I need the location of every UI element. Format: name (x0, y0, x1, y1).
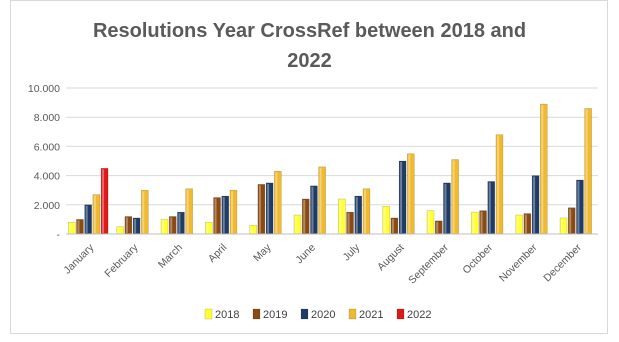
bar-highlight (444, 183, 447, 233)
bar-highlight (134, 218, 137, 233)
legend-label-2018: 2018 (215, 309, 239, 321)
legend-swatch-2020 (300, 308, 309, 320)
legend-label-2020: 2020 (311, 309, 335, 321)
bar-highlight (391, 218, 394, 233)
x-tick-label: February (102, 241, 141, 280)
bar-highlight (230, 191, 233, 233)
x-tick-label: November (497, 241, 540, 284)
bar-highlight (170, 217, 173, 233)
bar-highlight (102, 169, 105, 233)
bar-highlight (69, 223, 72, 233)
legend-label-2021: 2021 (359, 309, 383, 321)
y-tick-label: - (57, 229, 61, 241)
legend-label-2019: 2019 (263, 309, 287, 321)
chart-title-line-2: 2022 (287, 50, 332, 72)
chart-title-line-1: Resolutions Year CrossRef between 2018 a… (92, 20, 527, 42)
x-tick-label: April (206, 242, 229, 265)
bar-highlight (472, 213, 475, 233)
bar-highlight (363, 189, 366, 233)
bar-highlight (347, 213, 350, 233)
y-tick-label: 8.000 (34, 112, 60, 124)
legend-swatch-2018 (204, 308, 213, 320)
bar-highlight (77, 220, 80, 233)
bar-highlight (533, 176, 536, 233)
bar-highlight (206, 223, 209, 233)
bar-highlight (162, 220, 165, 233)
y-tick-label: 2.000 (34, 200, 60, 212)
bar-highlight (258, 185, 261, 233)
bar-highlight (355, 197, 358, 233)
bar-highlight (488, 182, 491, 233)
x-tick-label: March (156, 242, 185, 271)
bar-highlight (275, 172, 278, 233)
bar-highlight (117, 227, 120, 233)
y-tick-label: 6.000 (34, 141, 60, 153)
bar-highlight (319, 167, 322, 233)
bar-highlight (496, 135, 499, 233)
chart-frame (10, 0, 608, 334)
bar-highlight (577, 180, 580, 233)
x-tick-label: December (541, 241, 584, 284)
legend-swatch-2022 (396, 308, 405, 320)
bar-highlight (85, 205, 88, 233)
bar-highlight (524, 214, 527, 233)
bar-highlight (125, 217, 128, 233)
bar-highlight (222, 197, 225, 233)
bar-highlight (311, 186, 314, 233)
bar-highlight (569, 208, 572, 233)
bar-highlight (295, 216, 298, 233)
bar-highlight (214, 198, 217, 233)
x-tick-label: May (251, 241, 274, 264)
x-tick-label: September (406, 241, 451, 286)
bar-highlight (250, 226, 253, 233)
bar-highlight (428, 211, 431, 233)
bar-highlight (186, 189, 189, 233)
bar-highlight (452, 160, 455, 233)
x-tick-label: July (341, 241, 363, 263)
bar-highlight (178, 213, 181, 233)
y-tick-label: 10.000 (28, 83, 60, 95)
x-tick-label: October (460, 241, 495, 276)
x-tick-label: June (293, 242, 318, 267)
legend-swatch-2021 (348, 308, 357, 320)
bar-highlight (93, 195, 96, 233)
bar-highlight (585, 109, 588, 233)
bar-highlight (267, 183, 270, 233)
bar-highlight (541, 105, 544, 233)
bar-highlight (561, 218, 564, 233)
bar-highlight (400, 162, 403, 233)
legend-label-2022: 2022 (407, 309, 431, 321)
y-tick-label: 4.000 (34, 171, 60, 183)
bar-highlight (142, 191, 145, 233)
bar-highlight (516, 216, 519, 233)
x-tick-label: August (375, 242, 407, 274)
bar-highlight (383, 207, 386, 233)
legend-swatch-2019 (252, 308, 261, 320)
bar-highlight (339, 199, 342, 233)
x-tick-label: January (61, 241, 96, 276)
bar-highlight (480, 211, 483, 233)
bar-highlight (436, 221, 439, 233)
bar-highlight (303, 199, 306, 233)
bar-highlight (408, 154, 411, 233)
